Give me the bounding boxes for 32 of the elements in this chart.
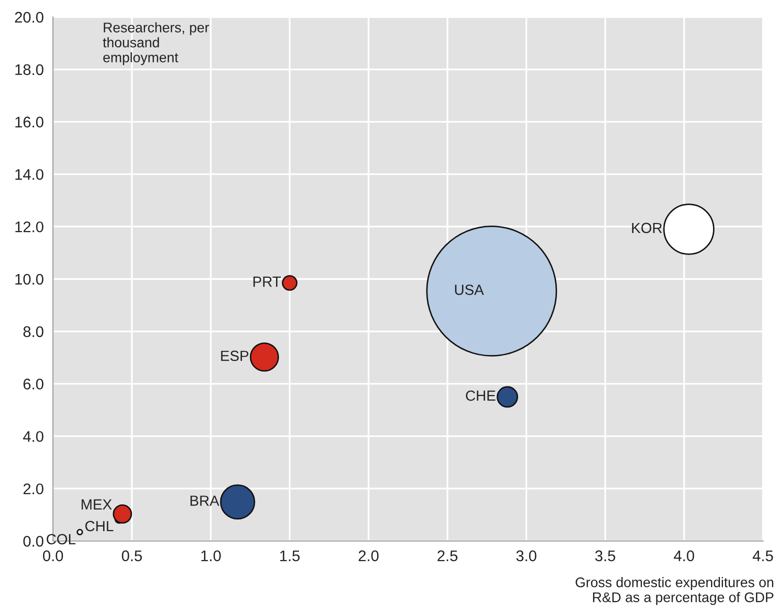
series-label: MEX [82, 499, 112, 510]
y-tick-label: 0.0 [23, 536, 44, 547]
y-tick-label: 10.0 [15, 274, 44, 285]
y-tick-label: 2.0 [24, 483, 44, 494]
y-tick-label: 12.0 [15, 221, 44, 232]
y-tick-label: 20.0 [15, 12, 44, 23]
y-tick-label: 8.0 [23, 326, 44, 338]
x-tick-label: 0.0 [42, 550, 64, 562]
x-tick-label: 3.0 [516, 550, 536, 562]
x-tick-label: 2.0 [358, 550, 379, 562]
x-tick-label: 2.5 [438, 550, 458, 562]
series-label: CHE [466, 390, 496, 401]
x-tick-label: 3.5 [595, 550, 616, 562]
y-axis-title: Researchers, per thousand employment [102, 22, 209, 66]
y-tick-label: 4.0 [23, 431, 44, 442]
x-tick-label: 1.5 [280, 550, 300, 562]
y-tick-label: 16.0 [15, 116, 44, 128]
x-tick-label: 4.0 [674, 550, 694, 562]
x-tick-label: 4.5 [752, 550, 773, 562]
x-axis-title: Gross domestic expenditures on R&D as a percentage of GDP [576, 577, 774, 605]
series-label: KOR [632, 222, 662, 234]
x-tick-label: 1.0 [201, 550, 221, 562]
series-label: ESP [221, 350, 248, 361]
series-label: PRT [253, 276, 281, 287]
series-label: CHL [85, 520, 114, 532]
y-tick-label: 18.0 [15, 64, 44, 76]
series-label: USA [455, 284, 484, 295]
y-tick-label: 14.0 [15, 169, 44, 180]
x-tick-label: 0.5 [122, 550, 142, 562]
series-label: COL [46, 534, 76, 544]
series-label: BRA [190, 496, 220, 506]
y-tick-label: 6.0 [24, 378, 44, 390]
